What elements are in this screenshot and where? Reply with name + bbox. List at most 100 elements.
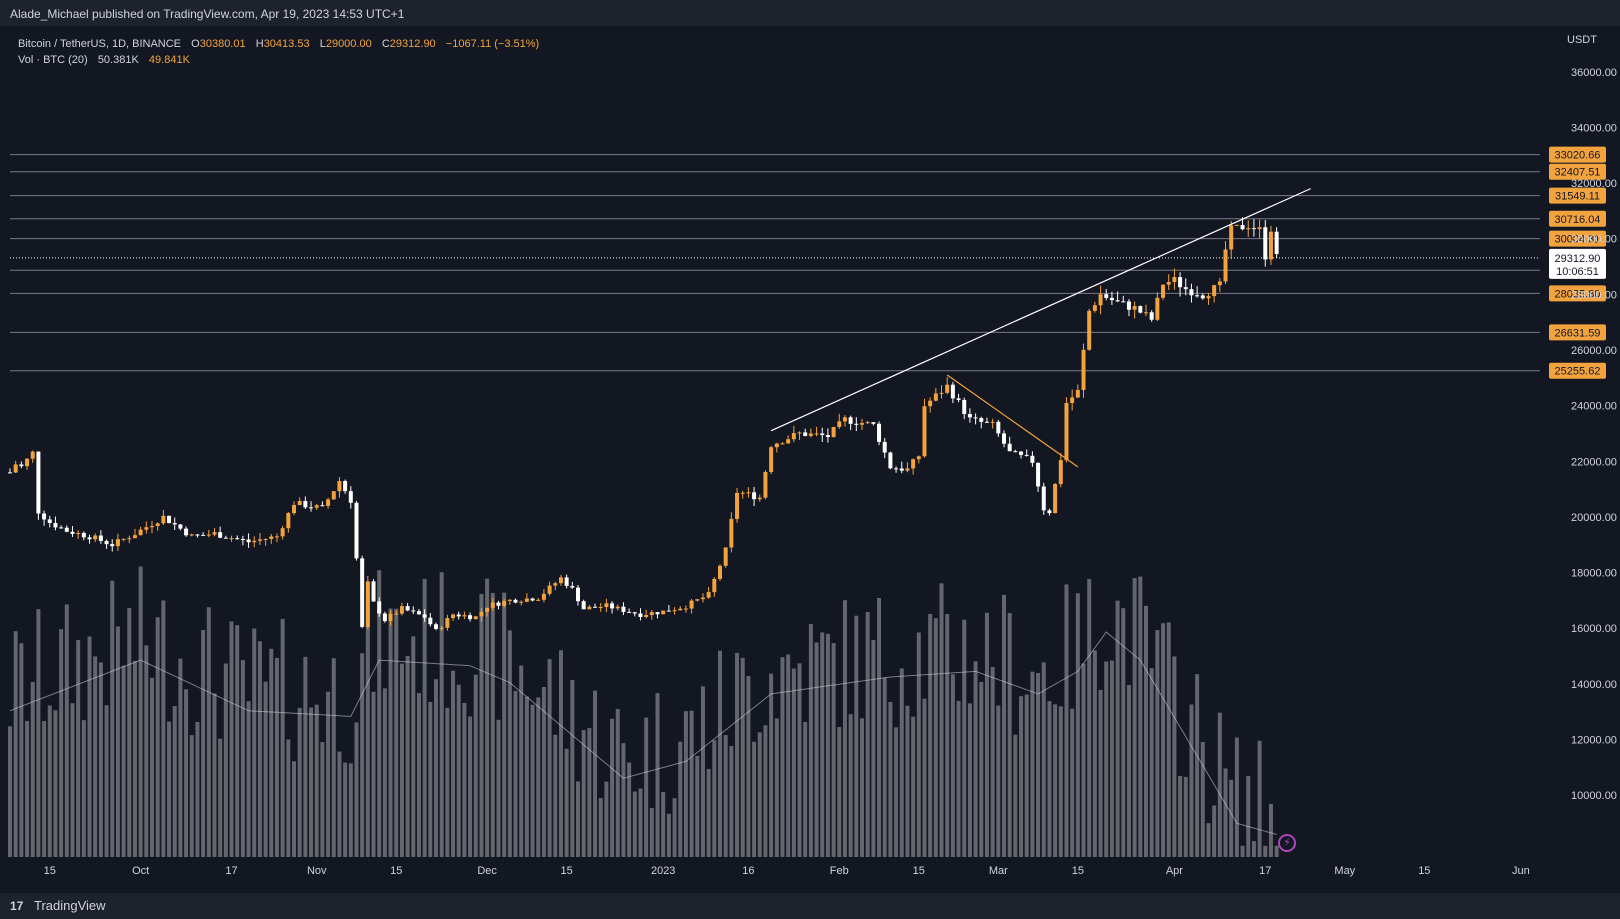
- volume-bar: [297, 707, 302, 857]
- last-price-tag: [1549, 248, 1606, 279]
- volume-bar: [263, 681, 268, 857]
- candle-body: [746, 492, 751, 494]
- volume-bar: [178, 658, 183, 857]
- candle-body: [854, 423, 859, 425]
- x-tick-label: 2023: [651, 865, 675, 877]
- level-label: 26631.59: [1555, 327, 1601, 339]
- volume-bar: [928, 613, 933, 857]
- volume-bar: [649, 808, 654, 857]
- candle-body: [1058, 460, 1063, 485]
- legend-vol-ma: 50.381K: [97, 54, 139, 66]
- volume-bar: [576, 781, 580, 857]
- candle-body: [1274, 231, 1279, 255]
- x-tick-label: 15: [44, 865, 56, 877]
- level-label: 25255.62: [1555, 366, 1601, 378]
- volume-bar: [47, 705, 52, 857]
- lightning-icon[interactable]: ⚡: [1278, 834, 1296, 852]
- x-tick-label: 15: [913, 865, 925, 877]
- candle-body: [388, 613, 393, 622]
- candle-body: [933, 393, 938, 401]
- candle-body: [490, 602, 495, 608]
- candle-body: [394, 613, 399, 615]
- y-tick-label: 32000.00: [1571, 178, 1617, 190]
- volume-bar: [1098, 689, 1103, 857]
- published-text: Alade_Michael published on TradingView.c…: [10, 7, 405, 21]
- level-label: 28035.80: [1555, 288, 1601, 300]
- candle-body: [314, 505, 319, 508]
- candle-body: [576, 587, 580, 602]
- volume-bar: [434, 679, 438, 857]
- candle-body: [803, 432, 808, 436]
- candle-body: [820, 433, 825, 436]
- x-tick-label: 17: [225, 865, 237, 877]
- tradingview-brand[interactable]: 17 TradingView: [10, 898, 106, 913]
- candle-body: [64, 527, 69, 532]
- candle-body: [1200, 295, 1205, 299]
- volume-bar: [303, 656, 308, 857]
- candle-body: [76, 532, 81, 534]
- volume-layer: [8, 566, 1279, 857]
- volume-bar: [689, 710, 694, 857]
- level-tag: [1549, 230, 1606, 247]
- chart-legend: Bitcoin / TetherUS, 1D, BINANCE O30380.0…: [18, 36, 539, 68]
- volume-bar: [967, 703, 972, 857]
- candle-body: [928, 400, 933, 407]
- legend-symbol: Bitcoin / TetherUS, 1D, BINANCE: [18, 38, 182, 50]
- candle-body: [911, 459, 916, 469]
- volume-bar: [899, 668, 904, 857]
- candle-body: [780, 443, 785, 445]
- candle-body: [354, 502, 359, 559]
- volume-bar: [570, 679, 575, 857]
- candle-body: [996, 421, 1001, 434]
- y-tick-label: 28000.00: [1571, 289, 1617, 301]
- candle-body: [621, 606, 626, 612]
- volume-bar: [678, 741, 683, 857]
- volume-bar: [837, 726, 842, 857]
- volume-bar: [150, 677, 154, 857]
- legend-o-label: O: [191, 38, 200, 50]
- candle-body: [326, 499, 331, 506]
- y-tick-label: 26000.00: [1571, 345, 1617, 357]
- tradingview-brand-name: TradingView: [34, 898, 106, 913]
- volume-bar: [212, 693, 217, 857]
- candle-body: [1092, 305, 1097, 311]
- volume-bar: [780, 657, 785, 857]
- tradingview-logo-icon: 17: [10, 898, 24, 913]
- candle-body: [604, 603, 609, 608]
- candle-body: [894, 468, 899, 470]
- volume-bar: [326, 691, 331, 857]
- levels-layer: 33020.66 32407.51 31549.11 30716.04 30004.31…: [10, 146, 1606, 379]
- volume-bar: [81, 720, 86, 857]
- volume-bar: [121, 665, 126, 857]
- trendline-rising-resistance: [770, 188, 1311, 432]
- volume-bar: [331, 658, 336, 857]
- candle-body: [706, 592, 711, 598]
- volume-bar: [1075, 593, 1080, 857]
- candle-body: [1036, 462, 1041, 487]
- volume-bar: [1268, 803, 1273, 857]
- volume-bar: [695, 755, 700, 857]
- x-tick-label: Nov: [307, 865, 327, 877]
- volume-bar: [1206, 823, 1211, 857]
- volume-bar: [581, 730, 586, 857]
- candle-body: [212, 532, 217, 535]
- candle-body: [865, 422, 870, 424]
- candle-body: [1132, 306, 1137, 310]
- candle-body: [405, 606, 410, 611]
- volume-bar: [292, 761, 296, 857]
- candle-body: [59, 527, 64, 529]
- candle-body: [428, 617, 433, 625]
- candle-body: [150, 526, 154, 528]
- candle-body: [1172, 277, 1177, 283]
- candle-body: [735, 492, 740, 519]
- volume-bar: [763, 725, 768, 857]
- volume-bar: [752, 741, 757, 857]
- candle-body: [553, 583, 558, 586]
- candle-body: [81, 532, 86, 538]
- volume-bar: [76, 640, 81, 857]
- candle-body: [683, 608, 688, 610]
- candle-body: [104, 540, 109, 545]
- candle-body: [115, 539, 120, 547]
- volume-bar: [1019, 696, 1024, 857]
